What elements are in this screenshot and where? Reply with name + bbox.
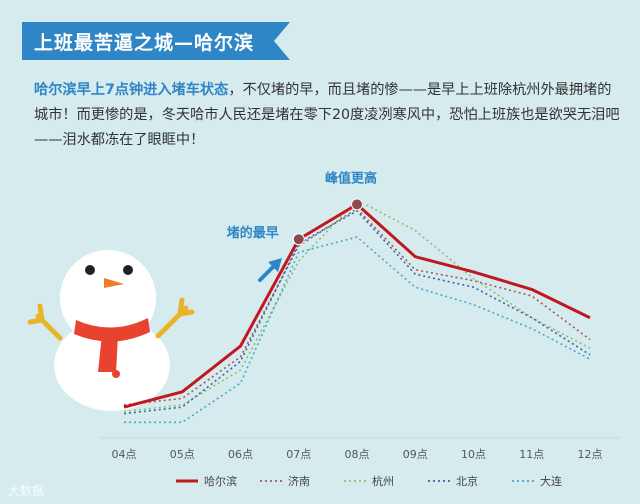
- x-tick-label: 07点: [286, 448, 311, 461]
- banner-ribbon: [22, 22, 290, 60]
- intro-paragraph: 哈尔滨早上7点钟进入堵车状态，不仅堵的早，而且堵的惨——是早上上班除杭州外最拥堵…: [34, 78, 624, 153]
- arrow-icon: [258, 258, 282, 282]
- x-tick-label: 08点: [345, 448, 370, 461]
- annotation-marker: [292, 233, 305, 246]
- intro-body: ，不仅堵的早，而且堵的惨——是早上上班除杭州外最拥堵的城市！而更惨的是，冬天哈市…: [34, 82, 620, 148]
- annotation-label: 堵的最早: [227, 225, 279, 241]
- legend-label: 哈尔滨: [204, 474, 237, 488]
- intro-highlight: 哈尔滨早上7点钟进入堵车状态: [34, 82, 229, 98]
- x-tick-label: 04点: [112, 448, 137, 461]
- legend-label: 北京: [456, 474, 478, 488]
- series-line-3: [123, 210, 591, 415]
- traffic-line-chart: 04点 05点 06点 07点 08点 09点 10点 11点 12点 堵的最早 峰值更高 哈尔滨…: [27, 170, 620, 488]
- legend-label: 济南: [288, 474, 310, 488]
- annotation-marker: [351, 198, 363, 211]
- annotation-label: 峰值更高: [325, 170, 377, 186]
- series-line-0: [123, 202, 591, 409]
- x-tick-label: 12点: [578, 448, 603, 461]
- legend-label: 杭州: [372, 474, 394, 488]
- x-tick-label: 06点: [228, 448, 253, 461]
- title-banner: 上班最苦逼之城—哈尔滨: [22, 22, 290, 60]
- x-tick-label: 09点: [403, 448, 428, 461]
- brand-watermark: 大数据: [8, 484, 45, 498]
- x-tick-label: 11点: [519, 448, 544, 461]
- x-tick-label: 05点: [170, 448, 195, 461]
- x-tick-label: 10点: [461, 448, 486, 461]
- snowman-illustration: [27, 250, 195, 411]
- legend-label: 大连: [540, 474, 562, 488]
- series-line-2: [123, 199, 591, 413]
- series-line-4: [124, 236, 591, 424]
- series-line-1: [123, 207, 591, 406]
- page-title: 上班最苦逼之城—哈尔滨: [34, 32, 255, 54]
